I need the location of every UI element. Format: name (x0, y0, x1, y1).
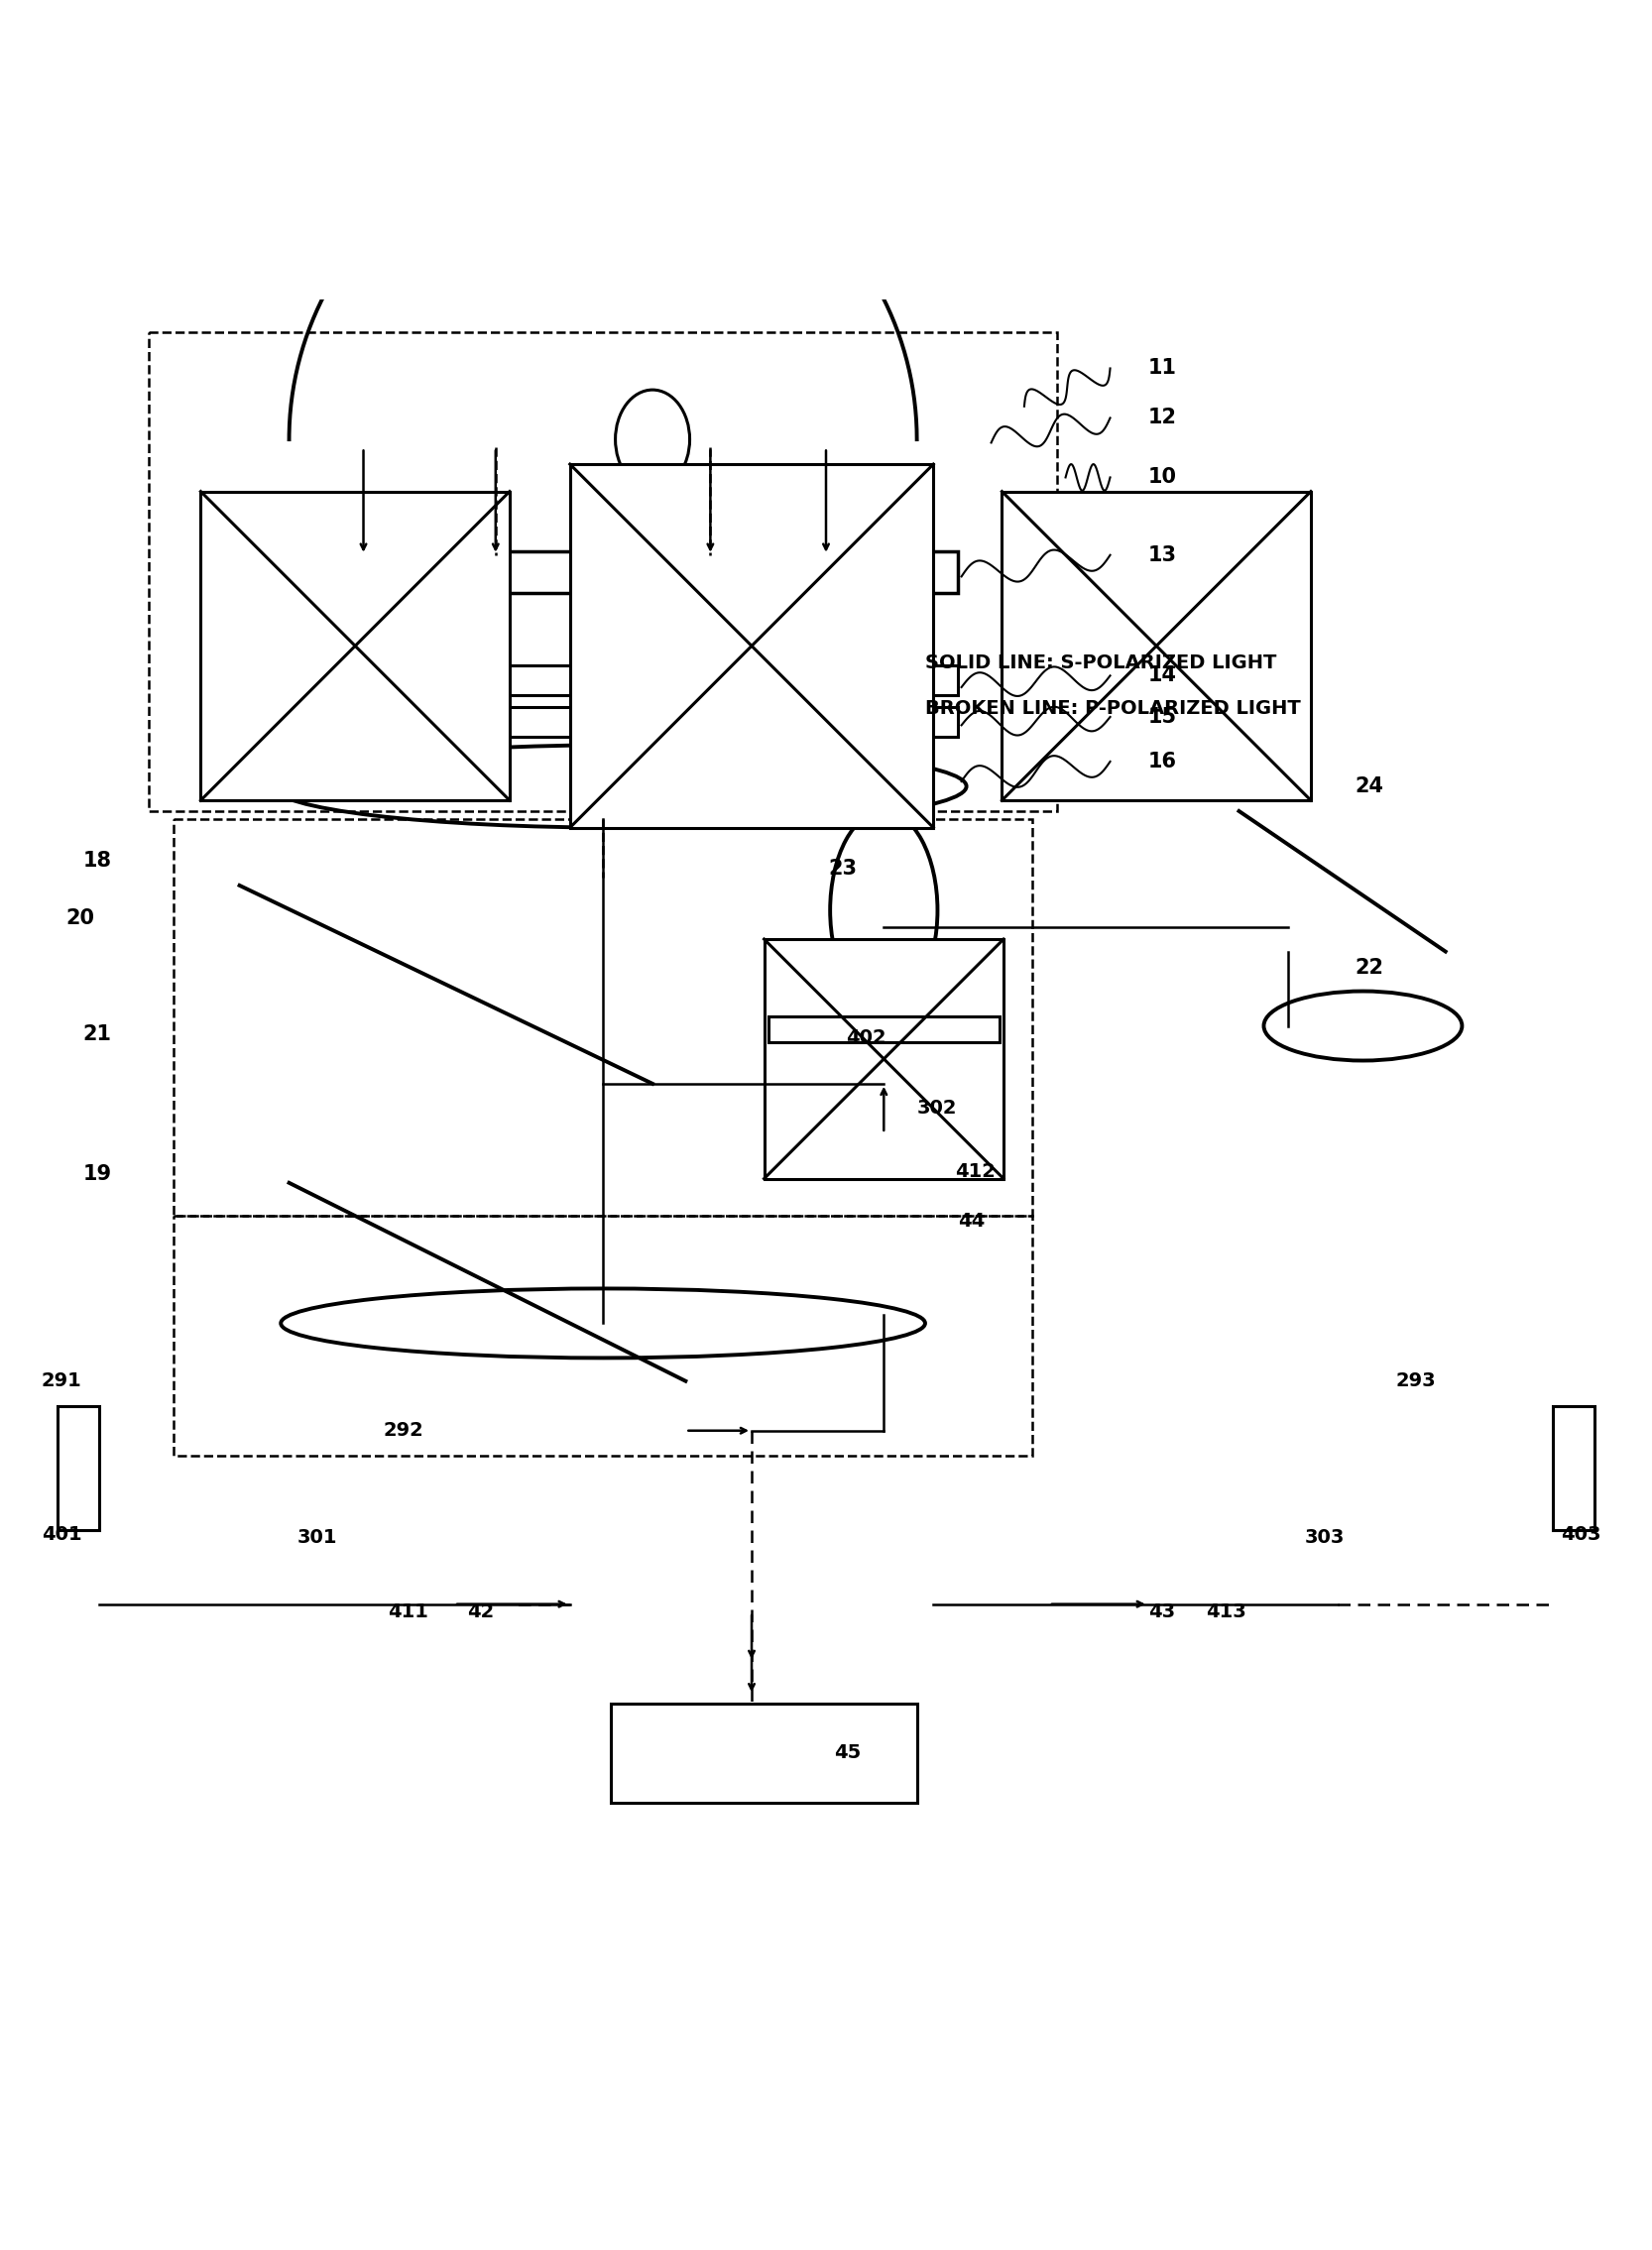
Text: 402: 402 (846, 1028, 885, 1046)
Text: 292: 292 (383, 1422, 423, 1440)
Text: 291: 291 (41, 1372, 81, 1390)
Text: 42: 42 (468, 1602, 494, 1622)
Polygon shape (289, 666, 958, 695)
Text: 403: 403 (1561, 1526, 1601, 1544)
Polygon shape (611, 1703, 917, 1802)
Polygon shape (768, 1017, 999, 1042)
Text: 412: 412 (955, 1161, 996, 1181)
Text: 303: 303 (1305, 1528, 1345, 1548)
Text: 43: 43 (1148, 1602, 1175, 1622)
Text: 13: 13 (1148, 544, 1176, 565)
Text: 10: 10 (1148, 468, 1176, 488)
Text: 15: 15 (1148, 706, 1176, 727)
Text: SOLID LINE: S-POLARIZED LIGHT: SOLID LINE: S-POLARIZED LIGHT (925, 652, 1277, 673)
Text: 24: 24 (1355, 776, 1383, 796)
Polygon shape (1001, 490, 1310, 801)
Text: 45: 45 (834, 1744, 861, 1762)
Polygon shape (289, 551, 958, 594)
Polygon shape (763, 938, 1003, 1179)
Polygon shape (58, 1406, 99, 1530)
Text: 411: 411 (388, 1602, 430, 1622)
Text: 413: 413 (1206, 1602, 1246, 1622)
Text: 11: 11 (1148, 358, 1176, 378)
Text: 12: 12 (1148, 407, 1176, 427)
Text: 19: 19 (83, 1166, 111, 1184)
Text: 18: 18 (83, 850, 111, 871)
Polygon shape (570, 464, 933, 828)
Text: 301: 301 (297, 1528, 337, 1548)
Polygon shape (289, 706, 958, 736)
Text: 14: 14 (1148, 666, 1176, 686)
Text: 23: 23 (828, 860, 857, 880)
Polygon shape (202, 490, 509, 801)
Text: 293: 293 (1396, 1372, 1436, 1390)
Text: BROKEN LINE: P-POLARIZED LIGHT: BROKEN LINE: P-POLARIZED LIGHT (925, 700, 1300, 718)
Text: 16: 16 (1148, 752, 1176, 772)
Text: 302: 302 (917, 1098, 957, 1118)
Text: 21: 21 (83, 1024, 111, 1044)
Text: 44: 44 (958, 1210, 985, 1231)
Text: 22: 22 (1355, 958, 1383, 979)
Text: 20: 20 (66, 909, 94, 929)
Polygon shape (1553, 1406, 1594, 1530)
Text: 401: 401 (41, 1526, 81, 1544)
